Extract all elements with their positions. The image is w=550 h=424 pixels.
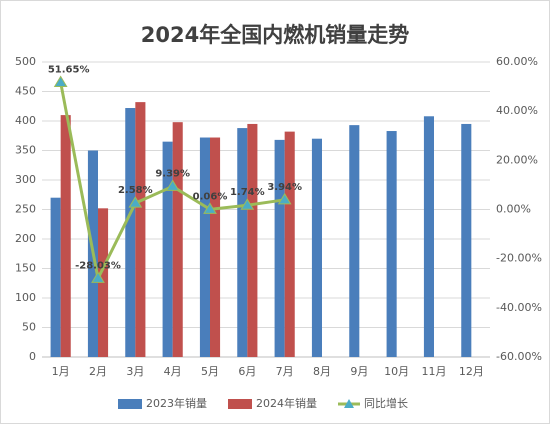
data-label: -28.03% [75,260,121,271]
bar [461,123,472,357]
y-tick-label: 350 [15,144,36,157]
y-tick-label: 400 [15,114,36,127]
y-tick-label: 0 [29,350,36,363]
x-tick-label: 4月 [164,365,182,378]
bar [60,115,71,357]
data-label: 3.94% [267,182,302,193]
y2-tick-label: -20.00% [496,252,542,265]
bar [423,116,434,357]
data-label: 1.74% [230,187,265,198]
legend-label: 同比增长 [364,396,408,410]
y-tick-label: 100 [15,291,36,304]
x-tick-label: 5月 [201,365,219,378]
growth-marker [203,202,217,214]
y-tick-label: 250 [15,203,36,216]
y-tick-label: 300 [15,173,36,186]
y-tick-label: 450 [15,85,36,98]
bar [135,102,146,358]
growth-marker [53,75,68,88]
legend-label: 2024年销量 [256,396,317,410]
bar [247,123,258,357]
y2-tick-label: 0.00% [496,203,531,216]
y2-tick-label: 60.00% [496,55,538,68]
chart-title: 2024年全国内燃机销量走势 [141,23,409,47]
legend-swatch [228,399,252,409]
bar [210,137,221,357]
x-tick-label: 1月 [52,365,70,378]
growth-marker [240,198,255,210]
x-tick-label: 10月 [384,365,409,378]
legend-marker [344,399,354,408]
bar [284,131,295,357]
y-tick-label: 200 [15,232,36,245]
x-tick-label: 9月 [350,365,368,378]
y2-tick-label: -60.00% [496,350,542,363]
y-tick-label: 150 [15,262,36,275]
growth-marker [91,271,105,283]
bar [162,141,173,357]
x-tick-label: 6月 [238,365,256,378]
growth-marker [277,192,292,205]
y2-tick-label: -40.00% [496,301,542,314]
bar [50,197,61,357]
y-tick-label: 500 [15,55,36,68]
x-tick-label: 11月 [422,365,447,378]
bar [349,125,360,357]
growth-marker [165,179,180,191]
x-tick-label: 8月 [313,365,331,378]
x-tick-label: 3月 [126,365,144,378]
x-tick-label: 12月 [459,365,484,378]
data-label: 0.06% [193,191,228,202]
bar [199,137,210,357]
bar [237,128,248,357]
growth-marker [128,196,143,208]
bar [386,131,397,357]
y2-tick-label: 20.00% [496,153,538,166]
legend-label: 2023年销量 [146,396,207,410]
bar [311,138,322,357]
x-tick-label: 2月 [89,365,107,378]
data-label: 51.65% [48,65,90,76]
data-label: 2.58% [118,185,153,196]
data-label: 9.39% [155,168,190,179]
bar [172,122,183,358]
y2-tick-label: 40.00% [496,104,538,117]
bar [274,139,285,357]
y-tick-label: 50 [22,321,36,334]
bar [125,108,136,358]
legend-swatch [118,399,142,409]
x-tick-label: 7月 [276,365,294,378]
